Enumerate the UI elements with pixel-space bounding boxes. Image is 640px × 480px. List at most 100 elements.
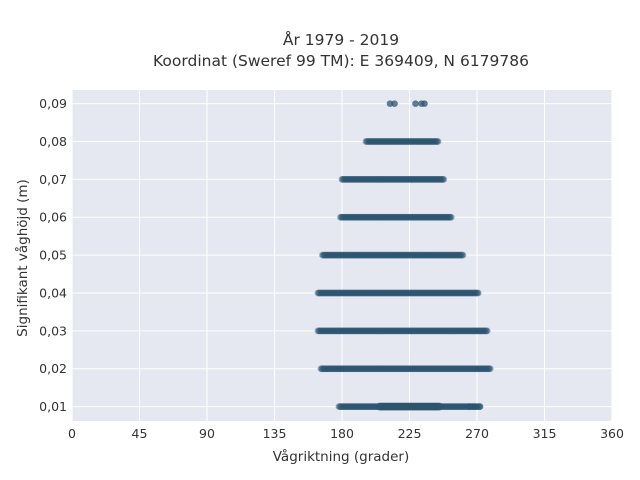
data-point xyxy=(352,213,360,221)
data-point xyxy=(343,251,351,259)
data-point xyxy=(387,365,395,373)
data-point xyxy=(356,289,363,297)
data-point xyxy=(364,289,371,297)
data-point xyxy=(354,175,362,183)
data-point xyxy=(452,403,460,411)
data-point xyxy=(435,175,443,183)
data-point xyxy=(321,327,329,335)
data-point xyxy=(429,327,437,335)
data-point xyxy=(354,251,361,259)
data-point xyxy=(413,365,420,373)
data-point xyxy=(406,175,413,183)
data-point xyxy=(395,289,403,297)
data-point xyxy=(358,213,366,221)
data-point xyxy=(428,289,435,297)
data-point xyxy=(327,289,334,297)
data-point xyxy=(392,251,399,259)
data-point xyxy=(464,289,472,297)
data-point xyxy=(338,251,346,259)
data-point xyxy=(365,251,372,259)
data-point xyxy=(464,289,471,297)
data-point xyxy=(398,251,406,259)
data-point xyxy=(347,213,355,221)
data-point xyxy=(460,289,468,297)
data-point xyxy=(441,289,449,297)
data-point xyxy=(354,213,361,221)
data-point xyxy=(395,251,403,259)
data-point xyxy=(419,327,427,335)
data-point xyxy=(335,365,343,373)
data-point xyxy=(341,289,349,297)
data-point xyxy=(405,175,412,183)
data-point xyxy=(375,327,383,335)
data-point xyxy=(331,327,339,335)
data-point xyxy=(460,403,468,411)
data-point xyxy=(376,213,384,221)
data-point xyxy=(346,175,354,183)
data-point xyxy=(410,213,417,221)
data-point xyxy=(398,289,406,297)
data-point xyxy=(463,365,471,373)
data-point xyxy=(437,327,444,335)
data-point xyxy=(407,251,415,259)
data-point xyxy=(372,289,379,297)
data-point xyxy=(322,289,330,297)
data-point xyxy=(426,251,433,259)
data-point xyxy=(433,175,440,183)
data-point xyxy=(373,175,381,183)
data-point xyxy=(391,175,399,183)
data-point xyxy=(352,403,360,411)
data-point xyxy=(442,365,450,373)
data-point xyxy=(372,175,380,183)
data-point xyxy=(434,175,441,183)
data-point xyxy=(480,327,487,335)
data-point xyxy=(414,327,422,335)
data-point xyxy=(390,213,397,221)
data-point xyxy=(459,403,467,411)
data-point xyxy=(412,365,419,373)
data-point xyxy=(336,365,344,373)
data-point xyxy=(361,213,369,221)
data-point xyxy=(403,251,411,259)
data-point xyxy=(357,213,365,221)
data-point xyxy=(437,251,445,259)
data-point xyxy=(355,403,363,411)
data-point xyxy=(333,327,341,335)
data-point xyxy=(372,365,380,373)
chart-title: År 1979 - 2019 Koordinat (Sweref 99 TM):… xyxy=(153,30,529,70)
data-point xyxy=(377,138,384,145)
data-point xyxy=(329,327,337,335)
data-point xyxy=(344,403,352,411)
data-point xyxy=(416,289,424,297)
data-point xyxy=(415,327,423,335)
data-point xyxy=(360,365,368,373)
data-point xyxy=(452,365,460,373)
data-point xyxy=(407,175,414,183)
data-point xyxy=(384,289,392,297)
data-point xyxy=(431,213,439,221)
data-point xyxy=(362,175,369,183)
data-point xyxy=(404,138,412,145)
data-point xyxy=(365,175,373,183)
data-point xyxy=(446,289,454,297)
data-point xyxy=(470,327,478,335)
data-point xyxy=(425,175,433,183)
data-point xyxy=(339,251,347,259)
data-point xyxy=(407,327,415,335)
data-point xyxy=(404,138,411,145)
data-point xyxy=(347,365,355,373)
data-point xyxy=(437,327,445,335)
data-point xyxy=(321,251,329,259)
data-point xyxy=(438,251,446,259)
data-point xyxy=(414,175,421,183)
data-point xyxy=(456,251,464,259)
data-point xyxy=(406,365,414,373)
y-axis-label: Signifikant våghöjd (m) xyxy=(14,179,31,337)
data-point xyxy=(382,138,390,145)
data-point xyxy=(322,327,330,335)
data-point xyxy=(425,365,433,373)
data-point xyxy=(343,289,351,297)
x-axis-label: Vågriktning (grader) xyxy=(273,448,410,465)
data-point xyxy=(361,365,369,373)
data-point xyxy=(365,138,373,145)
